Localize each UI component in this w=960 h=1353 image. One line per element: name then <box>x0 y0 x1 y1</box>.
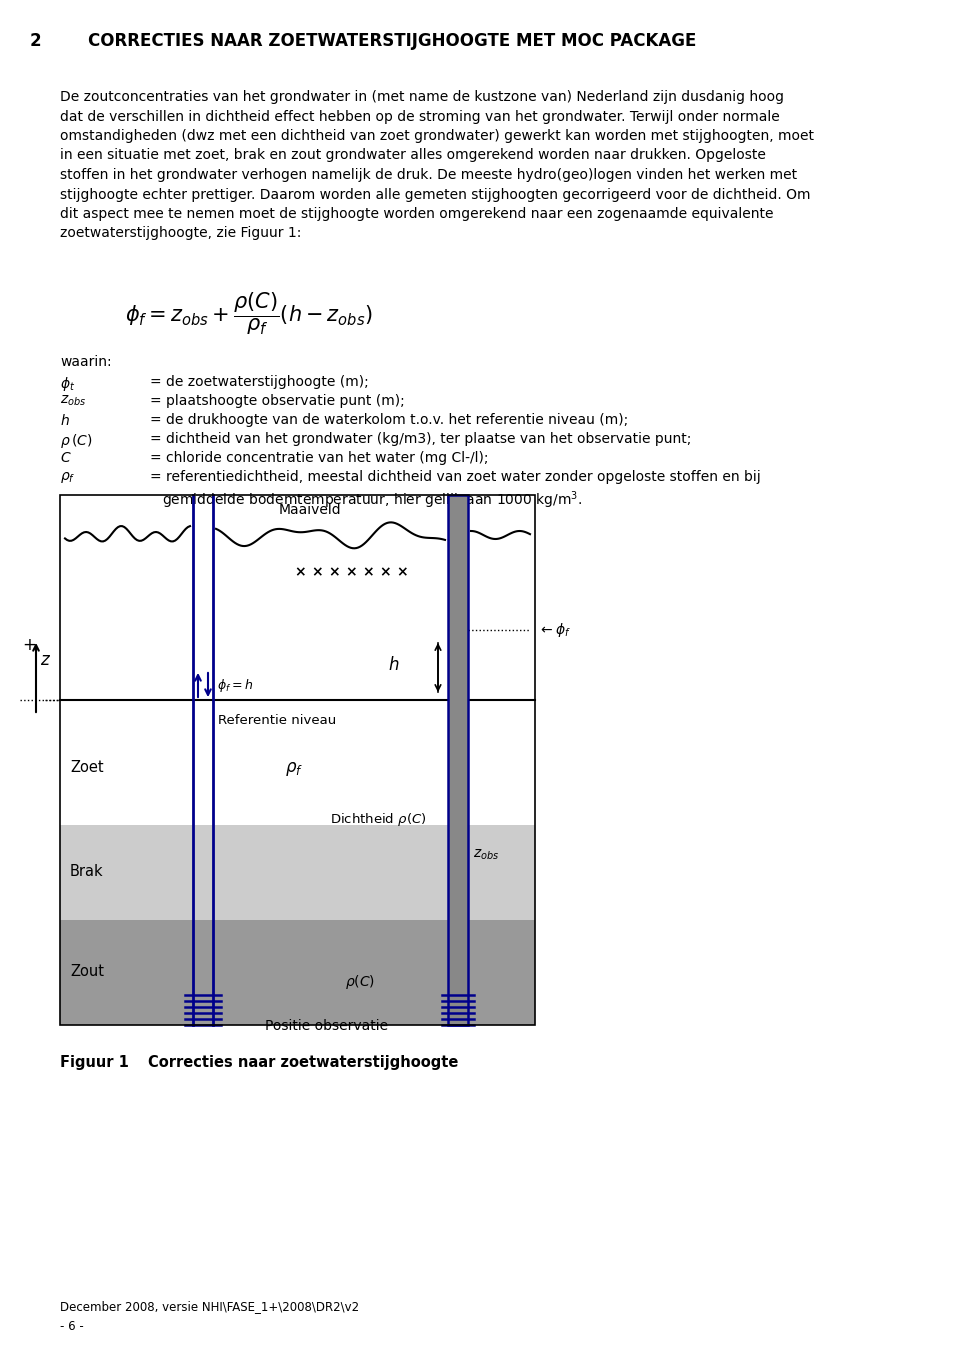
Text: omstandigheden (dwz met een dichtheid van zoet grondwater) gewerkt kan worden me: omstandigheden (dwz met een dichtheid va… <box>60 129 814 143</box>
Text: $\phi_t$: $\phi_t$ <box>60 375 75 392</box>
Text: dit aspect mee te nemen moet de stijghoogte worden omgerekend naar een zogenaamd: dit aspect mee te nemen moet de stijghoo… <box>60 207 774 221</box>
Text: waarin:: waarin: <box>60 354 111 369</box>
Text: +: + <box>22 636 36 653</box>
Text: De zoutconcentraties van het grondwater in (met name de kustzone van) Nederland : De zoutconcentraties van het grondwater … <box>60 91 784 104</box>
Text: Positie observatie: Positie observatie <box>265 1019 389 1032</box>
Text: $h$: $h$ <box>388 656 399 674</box>
Text: $\phi_f=h$: $\phi_f=h$ <box>217 676 253 694</box>
Text: $C$: $C$ <box>60 451 72 465</box>
Text: zoetwaterstijghoogte, zie Figuur 1:: zoetwaterstijghoogte, zie Figuur 1: <box>60 226 301 241</box>
Text: = chloride concentratie van het water (mg Cl-/l);: = chloride concentratie van het water (m… <box>150 451 489 465</box>
Text: z: z <box>40 651 49 668</box>
Text: CORRECTIES NAAR ZOETWATERSTIJGHOOGTE MET MOC PACKAGE: CORRECTIES NAAR ZOETWATERSTIJGHOOGTE MET… <box>88 32 696 50</box>
Text: $\rho\,(C)$: $\rho\,(C)$ <box>60 432 92 451</box>
Text: Maaiveld: Maaiveld <box>278 503 342 517</box>
Text: gemiddelde bodemtemperatuur, hier gelijk aan 1000 kg/m$^3$.: gemiddelde bodemtemperatuur, hier gelijk… <box>162 488 583 510</box>
Text: = de zoetwaterstijghoogte (m);: = de zoetwaterstijghoogte (m); <box>150 375 369 390</box>
Text: = de drukhoogte van de waterkolom t.o.v. het referentie niveau (m);: = de drukhoogte van de waterkolom t.o.v.… <box>150 413 628 428</box>
Bar <box>60 495 535 1026</box>
Bar <box>60 495 535 1026</box>
Bar <box>60 825 535 920</box>
Text: Zout: Zout <box>70 965 104 980</box>
Text: $z_{obs}$: $z_{obs}$ <box>473 848 499 862</box>
Text: ×: × <box>379 566 391 579</box>
Text: $\phi_f = z_{obs} + \dfrac{\rho(C)}{\rho_f}(h - z_{obs})$: $\phi_f = z_{obs} + \dfrac{\rho(C)}{\rho… <box>125 290 372 337</box>
Text: $\rho(C)$: $\rho(C)$ <box>345 973 375 990</box>
Text: dat de verschillen in dichtheid effect hebben op de stroming van het grondwater.: dat de verschillen in dichtheid effect h… <box>60 110 780 123</box>
Text: Referentie niveau: Referentie niveau <box>218 714 336 727</box>
Text: Zoet: Zoet <box>70 760 104 775</box>
Text: = plaatshoogte observatie punt (m);: = plaatshoogte observatie punt (m); <box>150 394 405 409</box>
Text: = referentiedichtheid, meestal dichtheid van zoet water zonder opgeloste stoffen: = referentiedichtheid, meestal dichtheid… <box>150 469 760 484</box>
Text: Figuur 1: Figuur 1 <box>60 1055 129 1070</box>
Text: ×: × <box>362 566 373 579</box>
Text: ×: × <box>311 566 323 579</box>
Text: $h$: $h$ <box>60 413 70 428</box>
Text: in een situatie met zoet, brak en zout grondwater alles omgerekend worden naar d: in een situatie met zoet, brak en zout g… <box>60 149 766 162</box>
Text: ×: × <box>396 566 408 579</box>
Text: ×: × <box>346 566 357 579</box>
Bar <box>60 920 535 1026</box>
Text: 2: 2 <box>30 32 41 50</box>
Text: Correcties naar zoetwaterstijghoogte: Correcties naar zoetwaterstijghoogte <box>148 1055 458 1070</box>
Text: $z_{obs}$: $z_{obs}$ <box>60 394 86 409</box>
Text: stoffen in het grondwater verhogen namelijk de druk. De meeste hydro(geo)logen v: stoffen in het grondwater verhogen namel… <box>60 168 797 183</box>
Text: Brak: Brak <box>70 865 104 879</box>
Text: stijghoogte echter prettiger. Daarom worden alle gemeten stijghoogten gecorrigee: stijghoogte echter prettiger. Daarom wor… <box>60 188 810 202</box>
Text: - 6 -: - 6 - <box>60 1321 84 1333</box>
Text: December 2008, versie NHI\FASE_1+\2008\DR2\v2: December 2008, versie NHI\FASE_1+\2008\D… <box>60 1300 359 1312</box>
Text: Dichtheid $\rho(C)$: Dichtheid $\rho(C)$ <box>330 810 426 828</box>
Text: = dichtheid van het grondwater (kg/m3), ter plaatse van het observatie punt;: = dichtheid van het grondwater (kg/m3), … <box>150 432 691 446</box>
Bar <box>448 495 468 1026</box>
Text: $\rho_f$: $\rho_f$ <box>60 469 76 484</box>
Text: $\rho_f$: $\rho_f$ <box>285 760 303 778</box>
Text: ×: × <box>294 566 306 579</box>
Text: $\leftarrow\phi_f$: $\leftarrow\phi_f$ <box>538 621 571 639</box>
Text: ×: × <box>328 566 340 579</box>
